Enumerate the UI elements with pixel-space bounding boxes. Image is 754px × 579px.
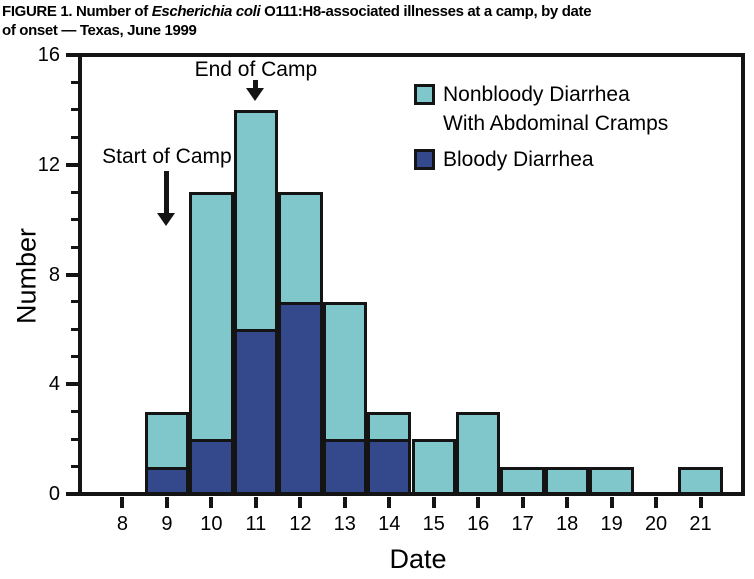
x-tick-label: 21: [689, 513, 712, 535]
y-axis-major-tick: [66, 382, 78, 387]
y-axis-minor-tick: [71, 327, 78, 331]
x-axis-tick: [520, 497, 525, 508]
y-axis-minor-tick: [71, 135, 78, 139]
annotation-arrow-head: [246, 88, 265, 102]
y-axis-minor-tick: [71, 80, 78, 84]
x-axis-tick: [164, 497, 169, 508]
y-tick-label: 0: [48, 483, 60, 505]
y-axis-minor-tick: [71, 355, 78, 359]
figure-title-line2: of onset — Texas, June 1999: [2, 22, 197, 39]
y-axis-minor-tick: [71, 300, 78, 304]
bar-segment-nonbloody: [455, 411, 501, 495]
y-tick-label: 8: [48, 263, 60, 286]
legend-item-bloody: Bloody Diarrhea: [414, 145, 668, 174]
x-axis-tick: [387, 497, 392, 508]
y-tick-label: 4: [48, 373, 60, 396]
y-axis-major-tick: [66, 272, 78, 277]
title-italic-species-name: Escherichia coli: [151, 3, 261, 20]
x-tick-label: 10: [200, 513, 223, 535]
bar-segment-nonbloody: [678, 466, 723, 495]
legend-label-bloody: Bloody Diarrhea: [443, 148, 594, 171]
legend-swatch-nonbloody: [414, 84, 435, 105]
x-tick-label: 18: [556, 513, 579, 535]
x-axis-tick: [342, 497, 347, 508]
y-axis-minor-tick: [71, 437, 78, 441]
x-axis-tick: [120, 497, 125, 508]
bar-segment-nonbloody: [189, 192, 234, 440]
title-text-before-italic: FIGURE 1. Number of: [2, 3, 152, 20]
x-axis-tick: [698, 497, 703, 508]
bar-segment-nonbloody: [322, 301, 368, 440]
y-axis-minor-tick: [71, 190, 78, 194]
bar-segment-nonbloody: [589, 466, 634, 495]
bar-segment-nonbloody: [544, 466, 590, 495]
title-text-after-italic: O111:H8-associated illnesses at a camp, …: [260, 3, 592, 20]
bar-segment-nonbloody: [233, 109, 279, 330]
x-axis-tick: [209, 497, 214, 508]
bar-segment-bloody: [278, 301, 323, 495]
x-axis-tick: [298, 497, 303, 508]
x-tick-label: 9: [161, 513, 173, 535]
y-axis-major-tick: [66, 162, 78, 167]
y-axis-minor-tick: [71, 245, 78, 249]
x-tick-label: 13: [333, 513, 356, 535]
bar-segment-bloody: [189, 439, 234, 495]
x-tick-label: 19: [600, 513, 623, 535]
bar-segment-bloody: [322, 439, 368, 495]
bar-segment-nonbloody: [367, 411, 412, 440]
y-axis-minor-tick: [71, 410, 78, 414]
y-tick-label: 12: [37, 153, 60, 176]
annotation-arrow-head: [157, 212, 176, 226]
figure-title: FIGURE 1. Number of Escherichia coli O11…: [2, 2, 754, 40]
x-axis-tick: [253, 497, 258, 508]
bar-segment-bloody: [233, 329, 279, 495]
y-axis-minor-tick: [71, 218, 78, 222]
legend-item-nonbloody: Nonbloody Diarrhea With Abdominal Cramps: [414, 80, 668, 138]
x-tick-label: 15: [422, 513, 445, 535]
bar-segment-nonbloody: [500, 466, 545, 495]
x-axis-title: Date: [389, 544, 447, 574]
x-tick-label: 16: [467, 513, 490, 535]
x-tick-label: 8: [116, 513, 129, 535]
bar-segment-bloody: [144, 466, 190, 495]
y-axis-major-tick: [66, 53, 78, 57]
annotation-label: End of Camp: [194, 58, 318, 82]
y-axis-minor-tick: [71, 108, 78, 112]
x-tick-label: 14: [378, 513, 401, 535]
x-axis-tick: [431, 497, 436, 508]
legend-swatch-bloody: [414, 149, 435, 170]
annotation-arrow-shaft: [164, 170, 170, 213]
y-axis-major-tick: [66, 492, 78, 496]
x-tick-label: 11: [245, 513, 267, 535]
x-axis-tick: [654, 497, 659, 508]
bar-segment-nonbloody: [144, 411, 190, 467]
x-axis-tick: [609, 497, 614, 508]
legend: Nonbloody Diarrhea With Abdominal Cramps …: [414, 80, 668, 181]
annotation-arrow-shaft: [253, 80, 259, 89]
legend-label-nonbloody: Nonbloody Diarrhea With Abdominal Cramps: [443, 83, 669, 135]
annotation-label: Start of Camp: [102, 144, 232, 168]
bar-segment-nonbloody: [411, 439, 456, 495]
bar-segment-bloody: [367, 439, 412, 495]
x-axis-tick: [565, 497, 570, 508]
figure-title-line1: FIGURE 1. Number of Escherichia coli O11…: [2, 2, 754, 21]
x-tick-label: 20: [644, 513, 668, 535]
x-tick-label: 17: [511, 513, 534, 535]
y-tick-label: 16: [37, 44, 60, 66]
y-axis-minor-tick: [71, 465, 78, 469]
bar-segment-nonbloody: [278, 192, 323, 302]
x-tick-label: 12: [289, 513, 312, 535]
x-axis-tick: [476, 497, 481, 508]
